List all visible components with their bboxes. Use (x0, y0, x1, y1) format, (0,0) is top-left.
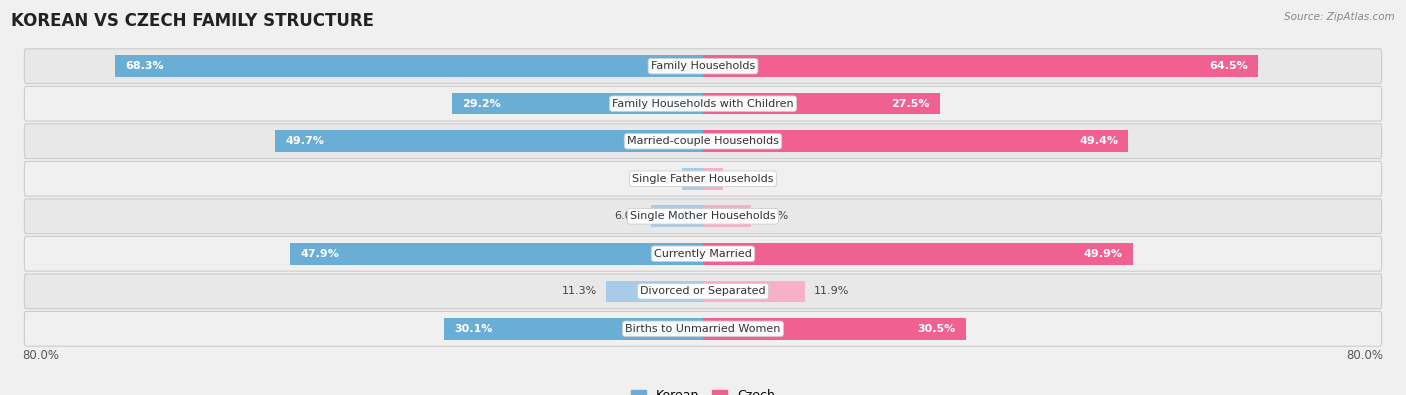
Text: 80.0%: 80.0% (22, 349, 59, 362)
FancyBboxPatch shape (24, 162, 1382, 196)
Text: Married-couple Households: Married-couple Households (627, 136, 779, 146)
Legend: Korean, Czech: Korean, Czech (626, 384, 780, 395)
Text: Family Households: Family Households (651, 61, 755, 71)
FancyBboxPatch shape (24, 124, 1382, 158)
Text: 49.7%: 49.7% (285, 136, 325, 146)
FancyBboxPatch shape (24, 49, 1382, 83)
Text: Births to Unmarried Women: Births to Unmarried Women (626, 324, 780, 334)
Bar (703, 318, 966, 340)
Bar (651, 205, 703, 227)
Bar (276, 130, 703, 152)
Text: 2.4%: 2.4% (645, 174, 673, 184)
Text: Single Father Households: Single Father Households (633, 174, 773, 184)
Text: KOREAN VS CZECH FAMILY STRUCTURE: KOREAN VS CZECH FAMILY STRUCTURE (11, 12, 374, 30)
Text: 29.2%: 29.2% (461, 99, 501, 109)
Bar (703, 130, 1129, 152)
Text: 30.5%: 30.5% (917, 324, 955, 334)
FancyBboxPatch shape (24, 199, 1382, 233)
FancyBboxPatch shape (24, 237, 1382, 271)
Text: Divorced or Separated: Divorced or Separated (640, 286, 766, 296)
Bar (444, 318, 703, 340)
Bar (703, 205, 751, 227)
Text: 27.5%: 27.5% (891, 99, 929, 109)
Text: Family Households with Children: Family Households with Children (612, 99, 794, 109)
Bar (703, 55, 1258, 77)
Bar (606, 280, 703, 302)
Bar (703, 280, 806, 302)
Bar (682, 168, 703, 190)
Text: 80.0%: 80.0% (1347, 349, 1384, 362)
Text: 49.4%: 49.4% (1078, 136, 1118, 146)
Text: 2.3%: 2.3% (731, 174, 759, 184)
Bar (703, 243, 1133, 265)
Bar (703, 168, 723, 190)
Text: 30.1%: 30.1% (454, 324, 492, 334)
FancyBboxPatch shape (24, 87, 1382, 121)
Text: 49.9%: 49.9% (1084, 249, 1122, 259)
Text: 64.5%: 64.5% (1209, 61, 1249, 71)
Bar (451, 93, 703, 115)
Text: Currently Married: Currently Married (654, 249, 752, 259)
Bar (703, 93, 939, 115)
Text: 6.0%: 6.0% (614, 211, 643, 221)
Text: 47.9%: 47.9% (301, 249, 340, 259)
Bar (291, 243, 703, 265)
Text: Single Mother Households: Single Mother Households (630, 211, 776, 221)
Text: 11.9%: 11.9% (814, 286, 849, 296)
FancyBboxPatch shape (24, 274, 1382, 308)
Text: 5.6%: 5.6% (759, 211, 789, 221)
Bar (115, 55, 703, 77)
FancyBboxPatch shape (24, 312, 1382, 346)
Text: 68.3%: 68.3% (125, 61, 163, 71)
Text: Source: ZipAtlas.com: Source: ZipAtlas.com (1284, 12, 1395, 22)
Text: 11.3%: 11.3% (562, 286, 598, 296)
